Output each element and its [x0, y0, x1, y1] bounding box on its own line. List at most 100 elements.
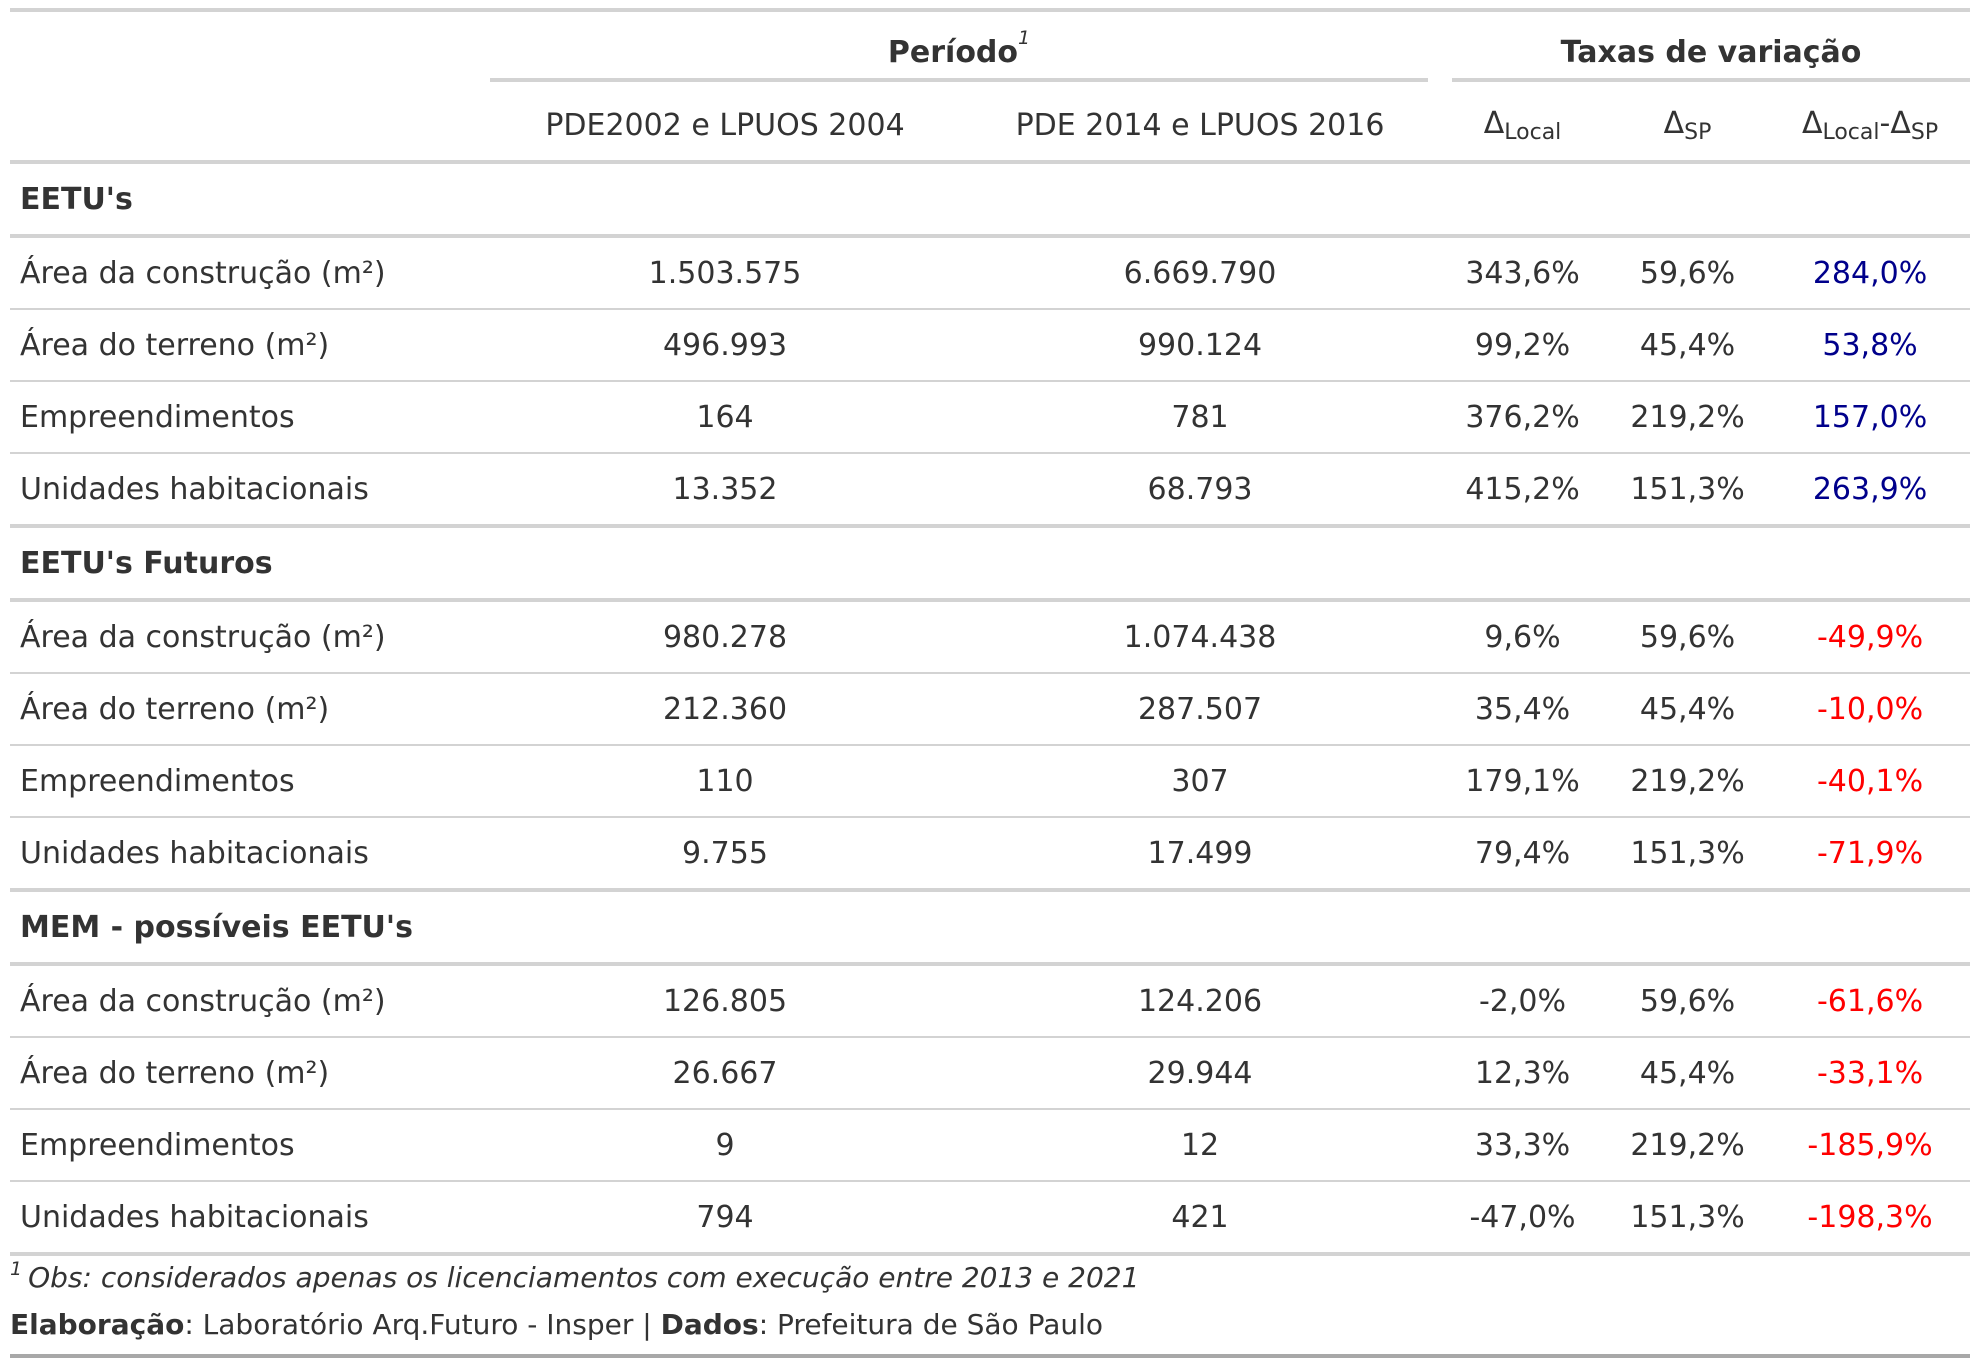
- cell-delta-sp: 219,2%: [1605, 381, 1771, 454]
- taxas-label: Taxas de variação: [1452, 35, 1971, 82]
- stub-header: [10, 8, 490, 90]
- cell-delta-local: 99,2%: [1440, 309, 1606, 382]
- cell-delta-sp: 59,6%: [1605, 600, 1771, 674]
- periodo-label: Período: [887, 35, 1019, 70]
- table-row: Área da construção (m²) 126.805 124.206 -2,…: [10, 964, 1971, 1038]
- table-row: Área da construção (m²) 980.278 1.074.438 9…: [10, 600, 1971, 674]
- periodo-spanner: Período1: [490, 8, 1441, 90]
- cell-delta-local: 12,3%: [1440, 1037, 1606, 1110]
- cell-delta-sp: 45,4%: [1605, 309, 1771, 382]
- cell-delta-sp: 151,3%: [1605, 817, 1771, 892]
- cell-delta-sp: 219,2%: [1605, 1109, 1771, 1182]
- cell-delta-diff: 284,0%: [1770, 236, 1971, 310]
- cell-delta-local: 343,6%: [1440, 236, 1606, 310]
- row-label: Empreendimentos: [10, 745, 490, 818]
- footnote: 1 Obs: considerados apenas os licenciamen…: [10, 1258, 1970, 1294]
- cell-p1: 980.278: [490, 600, 960, 674]
- table-row: Área do terreno (m²) 212.360 287.507 35,4% 4…: [10, 673, 1971, 746]
- footnote-mark: 1: [10, 1258, 23, 1280]
- row-label: Área da construção (m²): [10, 236, 490, 310]
- cell-p2: 12: [960, 1109, 1441, 1182]
- cell-delta-local: 79,4%: [1440, 817, 1606, 892]
- cell-delta-diff: 157,0%: [1770, 381, 1971, 454]
- cell-p1: 496.993: [490, 309, 960, 382]
- cell-p1: 794: [490, 1181, 960, 1256]
- group-row: EETU's Futuros: [10, 526, 1971, 602]
- table-row: Área da construção (m²) 1.503.575 6.669.79…: [10, 236, 1971, 310]
- row-label: Empreendimentos: [10, 381, 490, 454]
- cell-delta-diff: -49,9%: [1770, 600, 1971, 674]
- col-header-delta-diff: ΔLocal-ΔSP: [1770, 90, 1971, 164]
- col-header-delta-local: ΔLocal: [1440, 90, 1606, 164]
- cell-delta-diff: -71,9%: [1770, 817, 1971, 892]
- table-row: Área do terreno (m²) 26.667 29.944 12,3% 45,…: [10, 1037, 1971, 1110]
- table-row: Unidades habitacionais 794 421 -47,0% 151,3%…: [10, 1181, 1971, 1256]
- group-row: MEM - possíveis EETU's: [10, 890, 1971, 966]
- cell-delta-sp: 45,4%: [1605, 1037, 1771, 1110]
- table-body: EETU's Área da construção (m²) 1.503.575 6.…: [10, 162, 1971, 1256]
- table-row: Empreendimentos 110 307 179,1% 219,2% -40,1%: [10, 745, 1971, 818]
- periodo-footnote-mark: 1: [1018, 27, 1031, 49]
- bottom-rule: [10, 1354, 1970, 1358]
- cell-p1: 164: [490, 381, 960, 454]
- cell-p1: 126.805: [490, 964, 960, 1038]
- cell-p1: 212.360: [490, 673, 960, 746]
- data-table: Período1 Taxas de variação PDE2002 e LPU…: [10, 8, 1971, 1256]
- cell-delta-sp: 59,6%: [1605, 964, 1771, 1038]
- column-header-row: PDE2002 e LPUOS 2004 PDE 2014 e LPUOS 20…: [10, 90, 1971, 164]
- source-value-elaboracao: : Laboratório Arq.Futuro - Insper |: [184, 1308, 661, 1341]
- cell-delta-diff: -40,1%: [1770, 745, 1971, 818]
- cell-delta-local: 415,2%: [1440, 453, 1606, 528]
- source-label-elaboracao: Elaboração: [10, 1308, 185, 1341]
- group-title: MEM - possíveis EETU's: [10, 890, 1971, 966]
- cell-delta-local: 35,4%: [1440, 673, 1606, 746]
- row-label: Unidades habitacionais: [10, 817, 490, 892]
- cell-p2: 1.074.438: [960, 600, 1441, 674]
- cell-p2: 990.124: [960, 309, 1441, 382]
- cell-p1: 110: [490, 745, 960, 818]
- cell-p2: 781: [960, 381, 1441, 454]
- cell-delta-diff: -33,1%: [1770, 1037, 1971, 1110]
- cell-delta-diff: 53,8%: [1770, 309, 1971, 382]
- table-row: Área do terreno (m²) 496.993 990.124 99,2% 4…: [10, 309, 1971, 382]
- row-label: Unidades habitacionais: [10, 1181, 490, 1256]
- table-row: Empreendimentos 9 12 33,3% 219,2% -185,9%: [10, 1109, 1971, 1182]
- row-label: Empreendimentos: [10, 1109, 490, 1182]
- row-label: Área do terreno (m²): [10, 673, 490, 746]
- data-table-container: Período1 Taxas de variação PDE2002 e LPU…: [10, 8, 1971, 1256]
- source-value-dados: : Prefeitura de São Paulo: [758, 1308, 1104, 1341]
- col-header-p1: PDE2002 e LPUOS 2004: [490, 90, 960, 164]
- cell-delta-local: -2,0%: [1440, 964, 1606, 1038]
- taxas-spanner: Taxas de variação: [1440, 8, 1971, 90]
- cell-p2: 421: [960, 1181, 1441, 1256]
- cell-delta-local: 376,2%: [1440, 381, 1606, 454]
- spanner-row: Período1 Taxas de variação: [10, 8, 1971, 90]
- cell-delta-sp: 59,6%: [1605, 236, 1771, 310]
- cell-p1: 13.352: [490, 453, 960, 528]
- source-note: Elaboração: Laboratório Arq.Futuro - Ins…: [10, 1308, 1970, 1341]
- row-label: Área da construção (m²): [10, 600, 490, 674]
- cell-delta-local: 9,6%: [1440, 600, 1606, 674]
- cell-p2: 307: [960, 745, 1441, 818]
- row-label: Unidades habitacionais: [10, 453, 490, 528]
- group-row: EETU's: [10, 162, 1971, 238]
- cell-p1: 26.667: [490, 1037, 960, 1110]
- table-row: Empreendimentos 164 781 376,2% 219,2% 157,0%: [10, 381, 1971, 454]
- cell-delta-sp: 151,3%: [1605, 453, 1771, 528]
- row-label: Área da construção (m²): [10, 964, 490, 1038]
- cell-p2: 29.944: [960, 1037, 1441, 1110]
- cell-delta-sp: 45,4%: [1605, 673, 1771, 746]
- cell-delta-diff: 263,9%: [1770, 453, 1971, 528]
- cell-p2: 6.669.790: [960, 236, 1441, 310]
- cell-delta-sp: 219,2%: [1605, 745, 1771, 818]
- cell-delta-diff: -61,6%: [1770, 964, 1971, 1038]
- col-header-label: [10, 90, 490, 164]
- cell-p1: 9.755: [490, 817, 960, 892]
- cell-delta-local: 33,3%: [1440, 1109, 1606, 1182]
- cell-delta-diff: -185,9%: [1770, 1109, 1971, 1182]
- cell-p1: 1.503.575: [490, 236, 960, 310]
- cell-p2: 124.206: [960, 964, 1441, 1038]
- row-label: Área do terreno (m²): [10, 309, 490, 382]
- cell-delta-local: -47,0%: [1440, 1181, 1606, 1256]
- group-title: EETU's: [10, 162, 1971, 238]
